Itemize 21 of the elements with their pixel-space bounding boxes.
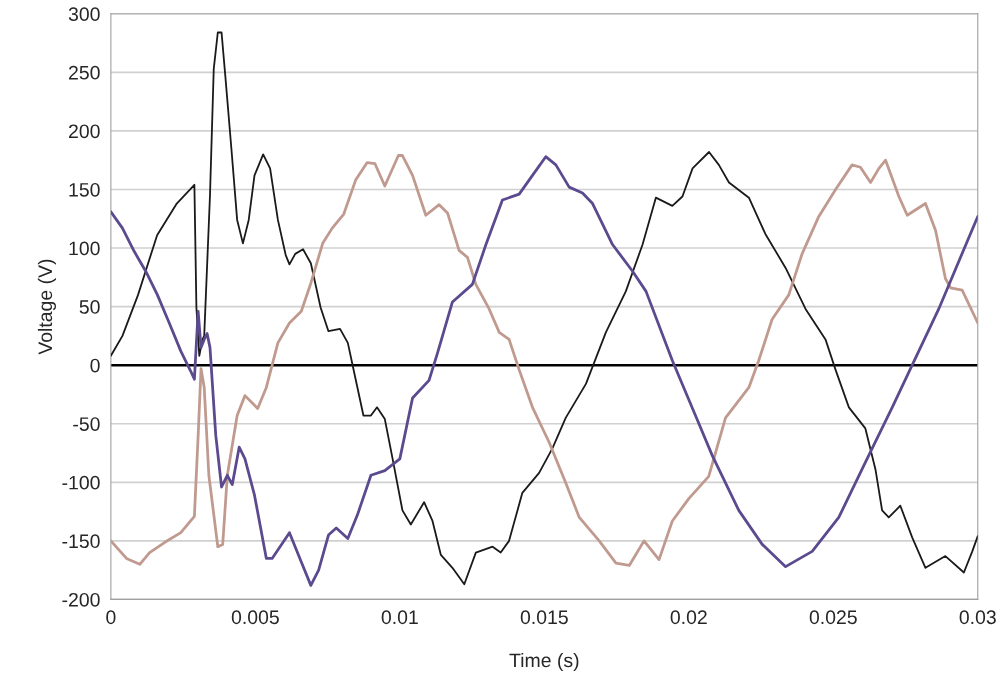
y-tick-label: 300 [68, 7, 100, 22]
x-tick-label: 0.01 [381, 610, 418, 625]
x-tick-label: 0.005 [231, 610, 279, 625]
y-tick-label: 150 [69, 182, 100, 197]
x-tick-label: 0.02 [670, 610, 707, 625]
x-tick-label: 0 [106, 610, 116, 625]
y-tick-label: 200 [69, 124, 100, 139]
y-tick-label: 100 [69, 241, 100, 256]
y-tick-label: -150 [62, 534, 100, 549]
y-tick-label: -200 [62, 592, 100, 607]
y-tick-label: 50 [79, 300, 100, 314]
y-tick-label: -100 [62, 475, 100, 490]
line-series [110, 31, 978, 586]
y-axis-title: Voltage (V) [37, 259, 56, 355]
y-tick-label: 250 [69, 65, 100, 80]
x-tick-label: 0.03 [959, 610, 996, 625]
x-tick-label: 0.015 [520, 610, 568, 625]
x-axis-title: Time (s) [509, 652, 579, 672]
y-tick-label: -50 [73, 417, 100, 431]
x-tick-label: 0.025 [809, 610, 857, 625]
y-tick-label: 0 [90, 358, 100, 373]
